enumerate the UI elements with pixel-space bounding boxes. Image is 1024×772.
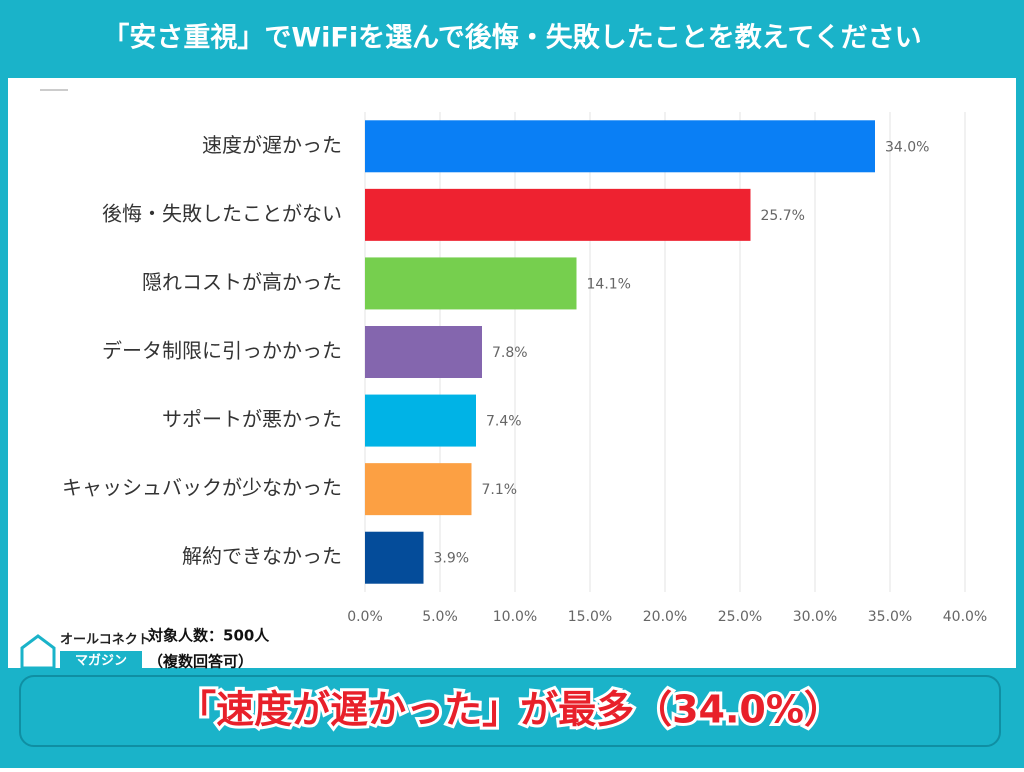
value-label: 25.7% <box>761 208 805 224</box>
logo-text: オールコネクト <box>60 633 151 648</box>
note-text: （複数回答可） <box>148 653 253 671</box>
value-label: 34.0% <box>885 139 929 155</box>
bar <box>365 120 875 173</box>
panel <box>8 78 1016 668</box>
logo-badge <box>60 651 142 669</box>
chart-title: 「安さ重視」でWiFiを選んで後悔・失敗したことを教えてください <box>102 22 921 54</box>
bar <box>365 394 476 447</box>
bar <box>365 257 577 310</box>
value-label: 3.9% <box>434 551 470 567</box>
note-text: 対象人数：500人 <box>147 627 270 645</box>
bar <box>365 326 482 378</box>
x-tick-label: 25.0% <box>718 609 762 625</box>
banner-text: 「速度が遅かった」が最多（34.0%） <box>178 688 842 732</box>
x-tick-label: 20.0% <box>643 609 687 625</box>
x-tick-label: 10.0% <box>493 609 537 625</box>
x-tick-label: 30.0% <box>793 609 837 625</box>
y-tick-label: 解約できなかった <box>182 544 342 568</box>
y-tick-label: 後悔・失敗したことがない <box>102 201 342 225</box>
y-tick-label: 隠れコストが高かった <box>142 270 342 294</box>
y-tick-label: 速度が遅かった <box>202 133 342 157</box>
value-label: 7.8% <box>492 345 528 361</box>
bar <box>365 531 424 584</box>
value-label: 7.4% <box>486 414 522 430</box>
logo-icon <box>20 634 56 670</box>
x-tick-label: 5.0% <box>422 609 458 625</box>
y-tick-label: キャッシュバックが少なかった <box>62 476 342 500</box>
banner-box <box>19 675 1001 747</box>
logo: オールコネクト マガジン <box>20 633 151 670</box>
x-tick-label: 35.0% <box>868 609 912 625</box>
y-tick-label: サポートが悪かった <box>162 407 342 431</box>
logo-text: マガジン <box>75 654 127 669</box>
x-tick-label: 40.0% <box>943 609 987 625</box>
bar <box>365 188 751 241</box>
y-tick-label: データ制限に引っかかった <box>102 339 342 363</box>
value-label: 7.1% <box>482 482 518 498</box>
x-tick-label: 15.0% <box>568 609 612 625</box>
bar <box>365 463 472 516</box>
x-tick-label: 0.0% <box>347 609 383 625</box>
value-label: 14.1% <box>587 276 631 292</box>
